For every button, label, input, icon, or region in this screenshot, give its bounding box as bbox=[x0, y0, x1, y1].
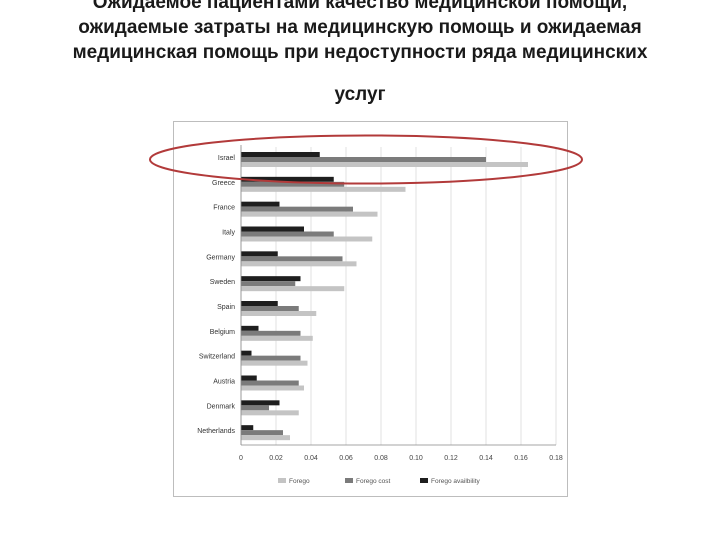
x-tick-label: 0 bbox=[239, 455, 243, 462]
bar bbox=[241, 176, 334, 182]
bar bbox=[241, 157, 486, 162]
bar bbox=[241, 231, 334, 237]
bar bbox=[241, 400, 280, 406]
bar bbox=[241, 430, 283, 436]
bar bbox=[241, 410, 299, 416]
bar bbox=[241, 405, 269, 411]
bar bbox=[241, 375, 257, 381]
category-label: Israel bbox=[218, 155, 236, 162]
bar bbox=[241, 236, 373, 242]
x-tick-label: 0.10 bbox=[409, 455, 423, 462]
bar bbox=[241, 301, 278, 306]
bar bbox=[241, 186, 406, 192]
category-label: Belgium bbox=[210, 329, 235, 336]
legend-label: Forego cost bbox=[356, 478, 391, 485]
category-label: Austria bbox=[213, 379, 235, 386]
legend-swatch bbox=[420, 478, 428, 483]
category-label: Sweden bbox=[210, 279, 235, 286]
category-label: Germany bbox=[206, 254, 235, 261]
x-tick-label: 0.06 bbox=[339, 455, 353, 462]
bar bbox=[241, 276, 301, 282]
bar bbox=[241, 281, 296, 287]
category-label: Denmark bbox=[207, 403, 236, 410]
bar bbox=[241, 286, 345, 292]
bar bbox=[241, 355, 301, 361]
x-tick-label: 0.04 bbox=[304, 455, 318, 462]
bar bbox=[241, 181, 345, 187]
category-label: France bbox=[213, 205, 235, 212]
bar bbox=[241, 201, 280, 207]
category-label: Greece bbox=[212, 180, 235, 187]
bar bbox=[241, 256, 343, 262]
bar bbox=[241, 325, 259, 331]
bar bbox=[241, 206, 353, 212]
category-label: Italy bbox=[222, 230, 235, 237]
category-label: Spain bbox=[217, 304, 235, 311]
bar bbox=[241, 350, 252, 356]
x-tick-label: 0.02 bbox=[269, 455, 283, 462]
bar bbox=[241, 335, 313, 341]
legend-swatch bbox=[278, 478, 286, 483]
bar bbox=[241, 306, 299, 311]
bar bbox=[241, 425, 254, 431]
x-tick-label: 0.14 bbox=[479, 455, 493, 462]
bar bbox=[241, 380, 299, 386]
title-line-2: ожидаемые затраты на медицинскую помощь … bbox=[78, 17, 642, 38]
legend-swatch bbox=[345, 478, 353, 483]
x-tick-label: 0.16 bbox=[514, 455, 528, 462]
bar bbox=[241, 226, 304, 232]
bar bbox=[241, 330, 301, 336]
legend-label: Forego availbility bbox=[431, 478, 481, 485]
bar bbox=[241, 311, 317, 316]
x-tick-label: 0.08 bbox=[374, 455, 388, 462]
bar bbox=[241, 162, 528, 167]
highlight-ellipse bbox=[149, 134, 583, 185]
title-line-4: услуг bbox=[334, 84, 386, 105]
x-tick-label: 0.18 bbox=[549, 455, 563, 462]
x-tick-label: 0.12 bbox=[444, 455, 458, 462]
bar bbox=[241, 211, 378, 217]
bar bbox=[241, 261, 357, 267]
bar bbox=[241, 251, 278, 257]
title-line-3: медицинская помощь при недоступности ряд… bbox=[72, 42, 648, 63]
bar bbox=[241, 385, 304, 391]
slide-title: Ожидаемое пациентами качество медицинско… bbox=[0, 0, 720, 107]
bar bbox=[241, 435, 290, 441]
bar bbox=[241, 152, 320, 157]
title-line-1: Ожидаемое пациентами качество медицинско… bbox=[92, 0, 628, 13]
bar bbox=[241, 360, 308, 366]
category-label: Switzerland bbox=[199, 354, 235, 361]
category-label: Netherlands bbox=[197, 428, 235, 435]
legend-label: Forego bbox=[289, 478, 310, 485]
